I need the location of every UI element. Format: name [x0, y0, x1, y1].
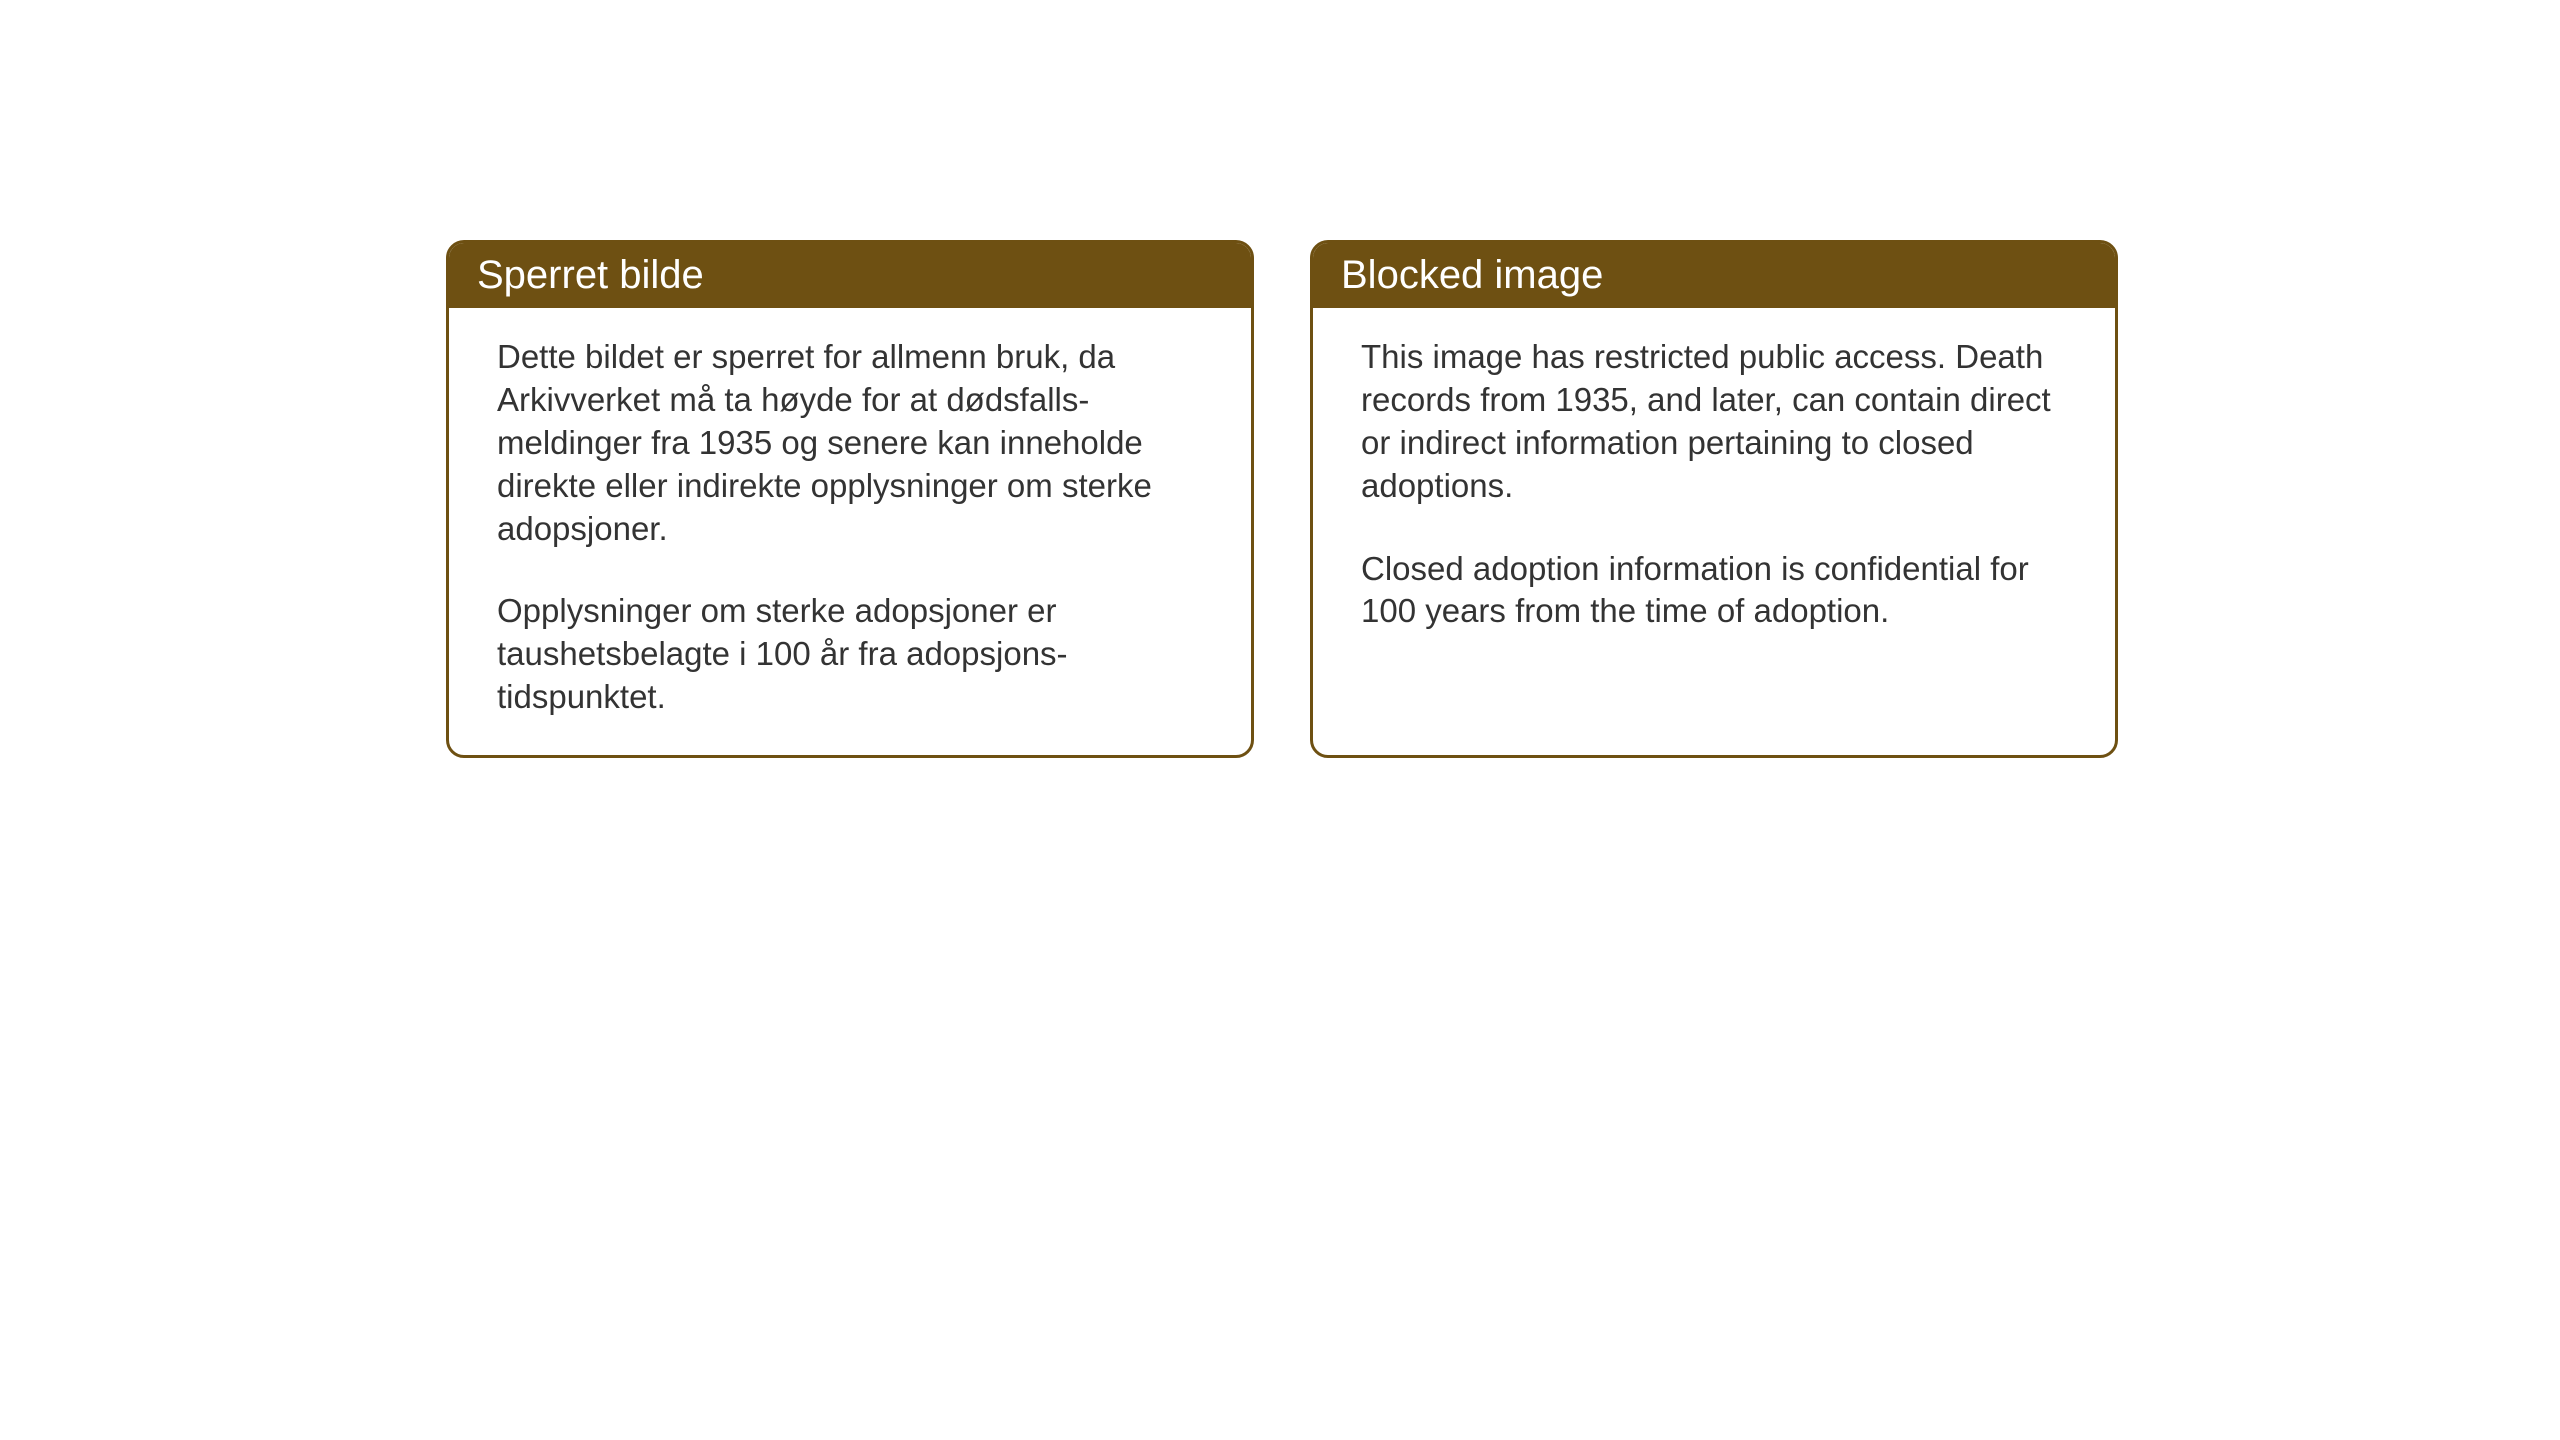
paragraph-english-1: This image has restricted public access.… — [1361, 336, 2067, 508]
paragraph-norwegian-2: Opplysninger om sterke adopsjoner er tau… — [497, 590, 1203, 719]
cards-container: Sperret bilde Dette bildet er sperret fo… — [446, 240, 2118, 758]
paragraph-norwegian-1: Dette bildet er sperret for allmenn bruk… — [497, 336, 1203, 550]
card-english: Blocked image This image has restricted … — [1310, 240, 2118, 758]
card-header-english: Blocked image — [1313, 243, 2115, 308]
card-body-english: This image has restricted public access.… — [1313, 308, 2115, 669]
paragraph-english-2: Closed adoption information is confident… — [1361, 548, 2067, 634]
card-body-norwegian: Dette bildet er sperret for allmenn bruk… — [449, 308, 1251, 755]
card-header-norwegian: Sperret bilde — [449, 243, 1251, 308]
card-norwegian: Sperret bilde Dette bildet er sperret fo… — [446, 240, 1254, 758]
